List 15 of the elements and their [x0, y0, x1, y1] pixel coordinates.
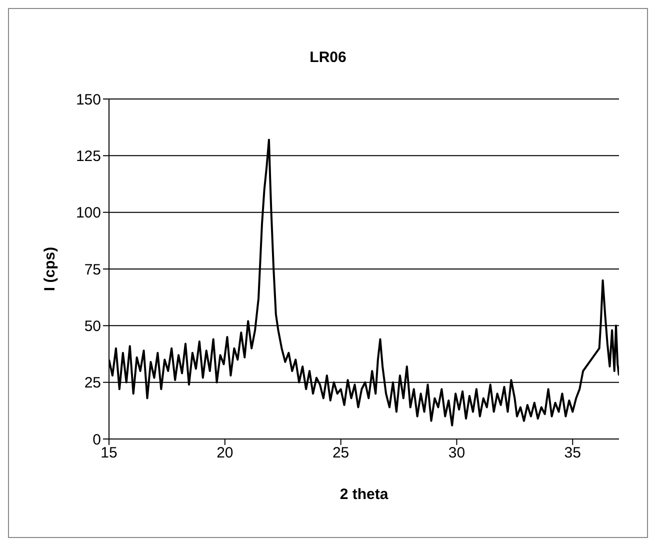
y-tick-label: 25: [84, 374, 101, 392]
x-tick-label: 20: [216, 444, 234, 462]
y-tick-label: 150: [76, 91, 101, 108]
chart-title: LR06: [308, 49, 348, 66]
y-tick-label: 50: [84, 318, 101, 335]
y-tick-label: 0: [92, 431, 101, 448]
x-tick-label: 25: [332, 444, 350, 462]
x-tick-label: 15: [100, 444, 118, 462]
y-tick-label: 100: [76, 204, 101, 222]
y-tick-label: 125: [76, 148, 101, 165]
y-tick-label: 75: [84, 261, 101, 278]
x-axis-title: 2 theta: [340, 486, 389, 503]
x-tick-label: 30: [448, 444, 466, 462]
y-axis-title: I (cps): [41, 246, 58, 292]
x-tick-label: 35: [564, 444, 581, 462]
